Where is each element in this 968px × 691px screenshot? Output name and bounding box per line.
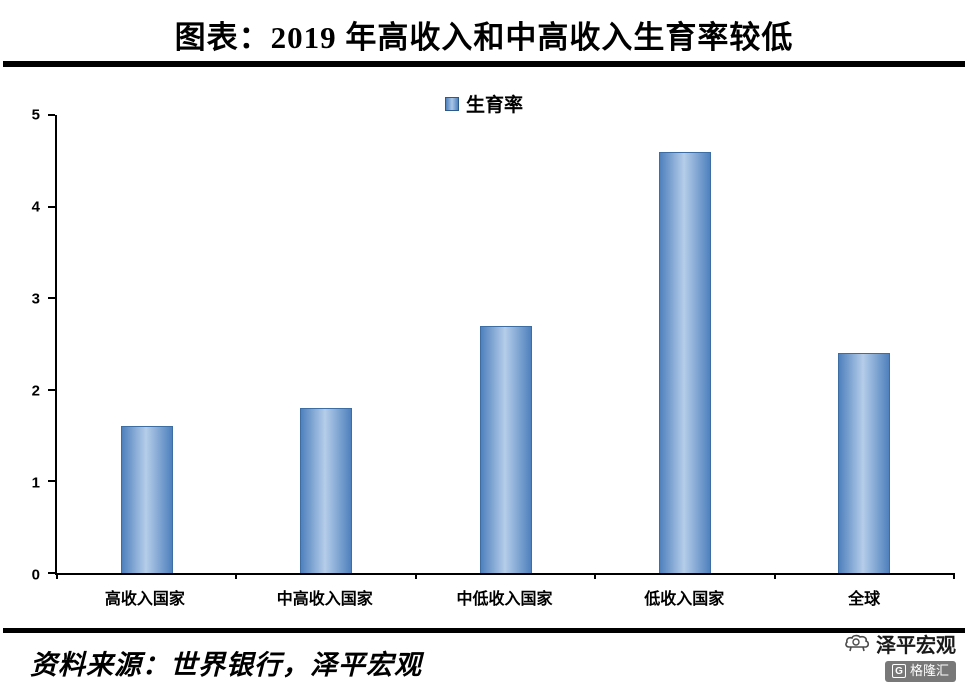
y-tick-mark (48, 205, 55, 208)
x-axis-label: 中高收入国家 (276, 591, 373, 608)
bar-slot (236, 115, 415, 573)
x-axis-labels: 高收入国家 中高收入国家 中低收入国家 低收入国家 全球 (55, 585, 954, 609)
bar-低收入国家 (658, 151, 711, 573)
x-axis-label: 低收入国家 (644, 591, 725, 608)
y-tick-mark (48, 572, 55, 574)
bar-中低收入国家 (479, 325, 532, 573)
y-tick-mark (48, 297, 55, 300)
source-note: 资料来源：世界银行，泽平宏观 (30, 650, 422, 680)
y-tick-label: 1 (31, 474, 40, 492)
x-tick-mark (773, 573, 776, 579)
y-tick-label: 0 (31, 566, 40, 584)
brand-row: 泽平宏观 (843, 629, 956, 658)
plot-area (48, 114, 955, 579)
x-tick-mark (594, 573, 597, 579)
top-divider (3, 61, 965, 67)
y-tick-mark (48, 388, 55, 391)
y-tick-label: 5 (31, 106, 40, 124)
y-tick-mark (48, 114, 55, 116)
chart-title: 图表：2019 年高收入和中高收入生育率较低 (174, 20, 794, 55)
bar-slot (775, 115, 954, 573)
y-tick-mark (48, 480, 55, 483)
y-axis: 0 1 2 3 4 5 (0, 108, 48, 583)
bar-slot (595, 115, 774, 573)
x-axis-label: 全球 (848, 591, 881, 608)
x-axis-label: 中低收入国家 (456, 591, 553, 608)
x-tick-mark (56, 573, 58, 579)
gelonghui-icon: G (891, 664, 906, 679)
bottom-divider (3, 628, 965, 633)
watermark: 泽平宏观 G 格隆汇 (843, 629, 956, 682)
legend: 生育率 (0, 90, 968, 117)
bar-slot (416, 115, 595, 573)
y-tick-label: 3 (31, 290, 40, 308)
x-tick-mark (953, 573, 955, 579)
bar-中高收入国家 (300, 408, 353, 573)
gelonghui-label: 格隆汇 (909, 663, 949, 678)
x-tick-mark (414, 573, 417, 579)
bar-全球 (838, 353, 891, 573)
x-axis-label: 高收入国家 (104, 591, 185, 608)
x-tick-mark (235, 573, 238, 579)
y-tick-label: 2 (31, 382, 40, 400)
bar-slot (57, 115, 236, 573)
brand-label: 泽平宏观 (876, 635, 956, 657)
bar-高收入国家 (120, 426, 173, 573)
y-tick-label: 4 (31, 198, 40, 216)
legend-label: 生育率 (465, 95, 523, 116)
legend-marker-icon (444, 96, 459, 111)
zeping-logo-icon (845, 634, 870, 651)
gelonghui-badge: G 格隆汇 (884, 661, 956, 682)
